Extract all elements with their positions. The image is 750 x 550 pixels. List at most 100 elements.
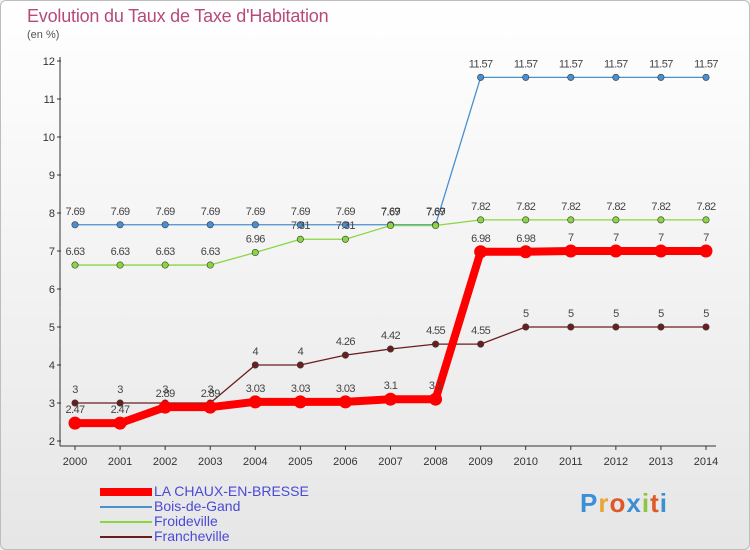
data-point <box>251 249 259 257</box>
x-tick-label: 2014 <box>694 456 718 468</box>
data-label: 3 <box>117 384 123 396</box>
y-tick-label: 5 <box>49 322 55 334</box>
data-point <box>113 416 127 430</box>
legend-label: Bois-de-Gand <box>154 498 241 514</box>
x-tick-label: 2004 <box>243 456 267 468</box>
data-point <box>564 244 578 258</box>
data-point <box>203 400 217 414</box>
data-label: 7.69 <box>336 206 355 218</box>
data-point <box>522 323 530 331</box>
x-tick-label: 2003 <box>198 456 222 468</box>
y-tick-label: 6 <box>49 284 55 296</box>
data-point <box>522 73 530 81</box>
data-label: 7 <box>703 232 709 244</box>
y-tick-label: 3 <box>49 398 55 410</box>
data-label: 5 <box>568 308 574 320</box>
data-label: 4.26 <box>336 336 355 348</box>
y-tick-label: 7 <box>49 246 55 258</box>
data-point <box>654 244 668 258</box>
data-point <box>609 244 623 258</box>
proxiti-logo: Proxiti <box>580 488 668 519</box>
data-label: 6.63 <box>156 246 175 258</box>
data-point <box>341 221 349 229</box>
x-tick-label: 2000 <box>63 456 87 468</box>
data-point <box>519 245 533 259</box>
data-label: 6.96 <box>246 234 265 246</box>
x-tick-label: 2010 <box>513 456 537 468</box>
data-label: 11.57 <box>469 58 493 70</box>
data-point <box>474 245 488 259</box>
data-point <box>386 222 394 230</box>
x-tick-label: 2001 <box>108 456 132 468</box>
legend-label: LA CHAUX-EN-BRESSE <box>154 483 309 499</box>
legend-item: Bois-de-Gand <box>100 499 430 514</box>
data-point <box>116 261 124 269</box>
x-tick-label: 2009 <box>468 456 492 468</box>
data-point <box>251 361 259 369</box>
logo-letter: i <box>659 488 668 518</box>
data-label: 3.03 <box>246 383 265 395</box>
data-point <box>248 395 262 409</box>
legend-swatch <box>100 536 152 538</box>
data-label: 4 <box>298 346 304 358</box>
data-point <box>429 392 443 406</box>
data-point <box>657 323 665 331</box>
data-label: 3.03 <box>291 383 310 395</box>
legend-item: LA CHAUX-EN-BRESSE <box>100 484 430 499</box>
data-label: 7.82 <box>516 201 535 213</box>
data-label: 7.31 <box>336 220 355 232</box>
data-point <box>296 235 304 243</box>
data-point <box>567 323 575 331</box>
data-point <box>477 216 485 224</box>
data-label: 3.1 <box>429 380 443 392</box>
legend-item: Froideville <box>100 514 430 529</box>
data-label: 7.69 <box>291 206 310 218</box>
data-label: 5 <box>523 308 529 320</box>
legend-swatch <box>100 521 152 523</box>
data-point <box>386 345 394 353</box>
data-point <box>341 351 349 359</box>
y-tick-label: 11 <box>44 94 55 106</box>
y-tick-label: 10 <box>43 132 55 144</box>
data-label: 7.69 <box>111 206 130 218</box>
legend-item: Francheville <box>100 529 430 544</box>
data-point <box>338 395 352 409</box>
data-point <box>116 221 124 229</box>
data-point <box>567 216 575 224</box>
data-point <box>384 392 397 406</box>
data-label: 7.82 <box>561 201 580 213</box>
y-tick-label: 12 <box>43 56 55 68</box>
y-tick-label: 8 <box>49 208 55 220</box>
unit-label: (en %) <box>27 29 60 41</box>
x-tick-label: 2013 <box>649 456 673 468</box>
data-point <box>612 73 620 81</box>
data-point <box>477 73 485 81</box>
legend-swatch <box>100 506 152 508</box>
data-label: 7.69 <box>381 206 400 218</box>
data-point <box>702 323 710 331</box>
data-point <box>432 340 440 348</box>
data-label: 7 <box>658 232 664 244</box>
data-point <box>293 395 307 409</box>
data-label: 7.69 <box>201 206 220 218</box>
data-label: 5 <box>703 308 709 320</box>
data-point <box>161 221 169 229</box>
data-label: 7 <box>613 232 619 244</box>
y-tick-label: 4 <box>49 360 55 372</box>
x-tick-label: 2005 <box>288 456 312 468</box>
data-label: 6.63 <box>65 246 84 258</box>
data-label: 7 <box>568 232 574 244</box>
data-label: 7.31 <box>291 220 310 232</box>
data-label: 5 <box>658 308 664 320</box>
data-point <box>158 400 172 414</box>
x-tick-label: 2006 <box>333 456 357 468</box>
logo-letter: o <box>609 488 627 518</box>
logo-letter: i <box>641 488 651 518</box>
data-point <box>71 261 79 269</box>
data-label: 3 <box>162 384 168 396</box>
data-point <box>567 73 575 81</box>
data-point <box>477 340 485 348</box>
data-point <box>341 235 349 243</box>
